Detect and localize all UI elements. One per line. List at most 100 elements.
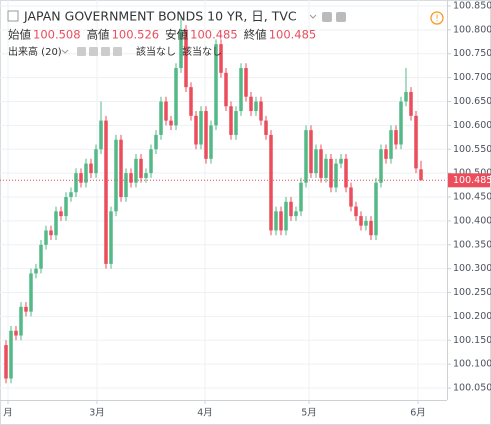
ohlc-legend: 始値 100.508 高値 100.526 安値 100.485 終値 100.485 xyxy=(8,28,316,42)
volume-dropdown[interactable] xyxy=(61,49,69,54)
candle-body xyxy=(164,101,168,121)
candle-body xyxy=(74,173,78,193)
symbol-title: JAPAN GOVERNMENT BONDS 10 YR, 日, TVC xyxy=(23,9,297,24)
y-tick-label: 100.200 xyxy=(453,311,491,322)
volume-buttons xyxy=(77,47,122,56)
candle-body xyxy=(394,130,398,145)
volume-eye-icon[interactable] xyxy=(77,47,86,56)
volume-settings-icon[interactable] xyxy=(89,47,98,56)
ohlc-value: 100.508 xyxy=(33,28,81,42)
candle-body xyxy=(49,230,53,236)
candle-body xyxy=(279,211,283,231)
candle-body xyxy=(224,72,228,107)
candle-body xyxy=(304,130,308,183)
candle-body xyxy=(259,101,263,121)
y-tick-label: 100.500 xyxy=(453,168,491,179)
volume-more-icon[interactable] xyxy=(101,47,110,56)
candle-body xyxy=(414,115,418,169)
candle-body xyxy=(344,158,348,188)
volume-close-icon[interactable] xyxy=(113,47,122,56)
ohlc-value: 100.485 xyxy=(190,28,238,42)
y-tick-label: 100.550 xyxy=(453,144,491,155)
candle-body xyxy=(34,268,38,274)
candle-body xyxy=(159,101,163,135)
candle-body xyxy=(284,201,288,231)
candle-body xyxy=(19,306,23,336)
candle-body xyxy=(199,111,203,145)
candle-body xyxy=(134,158,138,183)
candle-body xyxy=(94,149,98,174)
candle-body xyxy=(219,44,223,73)
x-tick-label: 3月 xyxy=(89,408,105,419)
info-mark: ! xyxy=(435,14,439,24)
candle-body xyxy=(399,101,403,145)
candle-body xyxy=(54,211,58,236)
dropdown-icon[interactable] xyxy=(309,14,317,19)
candle-body xyxy=(59,211,63,217)
candle-body xyxy=(239,68,243,112)
candle-body xyxy=(204,111,208,159)
y-tick-label: 100.150 xyxy=(453,335,491,346)
candle-body xyxy=(154,134,158,150)
candle-body xyxy=(89,163,93,174)
candle-body xyxy=(69,192,73,198)
candle-body xyxy=(4,345,8,379)
candle-body xyxy=(149,149,153,174)
candle-body xyxy=(339,158,343,164)
ohlc-label: 始値 xyxy=(8,28,31,42)
candle-body xyxy=(139,158,143,178)
candle-body xyxy=(189,87,193,116)
candle-body xyxy=(369,220,373,236)
candle-body xyxy=(109,211,113,264)
y-tick-label: 100.850 xyxy=(453,0,491,11)
ohlc-value: 100.485 xyxy=(269,28,317,42)
candle-body xyxy=(244,68,248,97)
candle-body xyxy=(14,330,18,336)
candle-body xyxy=(329,158,333,188)
candle-body xyxy=(374,182,378,236)
candle-body xyxy=(384,149,388,159)
y-tick-label: 100.700 xyxy=(453,72,491,83)
candle-body xyxy=(314,149,318,174)
y-tick-label: 100.300 xyxy=(453,263,491,274)
candle-body xyxy=(234,111,238,135)
candle-body xyxy=(269,134,273,231)
x-tick-label: 5月 xyxy=(301,408,317,419)
candle-body xyxy=(379,149,383,183)
candle-body xyxy=(209,125,213,159)
volume-label: 出来高 (20) xyxy=(8,45,62,58)
y-tick-label: 100.400 xyxy=(453,215,491,226)
candle-body xyxy=(349,187,353,207)
candle-body xyxy=(64,197,68,217)
candle-body xyxy=(194,115,198,145)
y-tick-label: 100.650 xyxy=(453,96,491,107)
candle-body xyxy=(229,106,233,135)
candle-body xyxy=(29,273,33,312)
close-icon[interactable] xyxy=(336,12,346,22)
settings-icon[interactable] xyxy=(322,12,332,22)
candle-body xyxy=(144,173,148,178)
candle-body xyxy=(299,182,303,212)
candle-body xyxy=(169,120,173,126)
ohlc-label: 安値 xyxy=(165,28,188,42)
candle-body xyxy=(124,173,128,198)
collapse-icon[interactable] xyxy=(7,10,19,22)
y-tick-label: 100.750 xyxy=(453,48,491,59)
volume-value: 該当なし xyxy=(182,45,222,58)
y-tick-label: 100.250 xyxy=(453,287,491,298)
candle-body xyxy=(44,230,48,245)
candle-body xyxy=(254,101,258,112)
candle-body xyxy=(354,206,358,217)
candle-body xyxy=(319,149,323,178)
candle-body xyxy=(174,68,178,126)
candle-body xyxy=(184,29,188,88)
candle-body xyxy=(359,216,363,226)
last-price-label: 100.485 xyxy=(453,175,491,186)
candle-body xyxy=(334,163,338,188)
candle-body xyxy=(84,163,88,183)
plot xyxy=(0,0,447,400)
y-tick-label: 100.800 xyxy=(453,24,491,35)
info-icon[interactable] xyxy=(430,11,444,25)
